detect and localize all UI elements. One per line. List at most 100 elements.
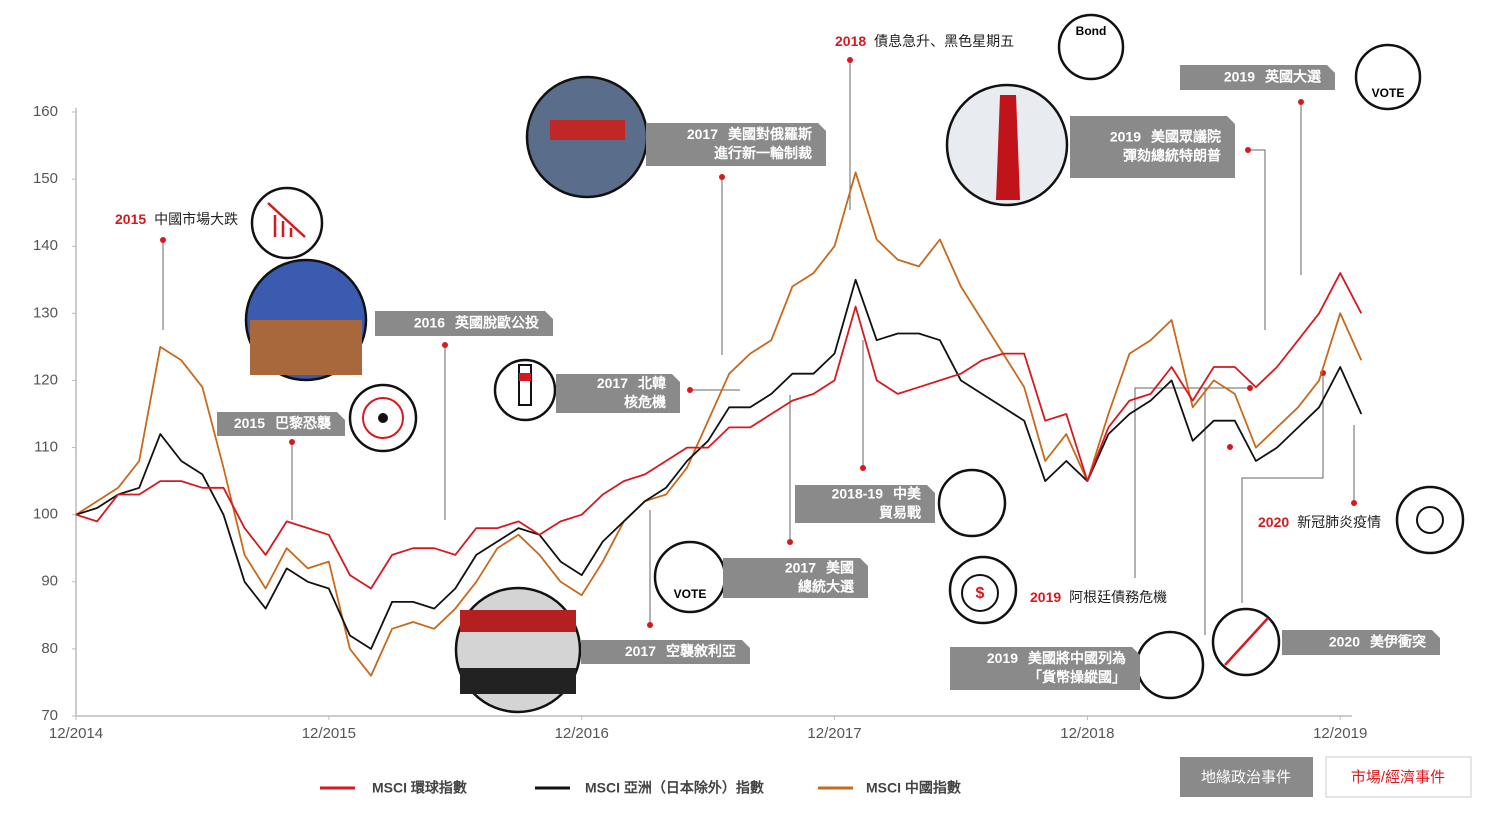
event-text: 總統大選 bbox=[798, 578, 854, 594]
y-tick-label: 150 bbox=[33, 170, 58, 187]
event-text: 2017 北韓 bbox=[597, 375, 666, 391]
svg-text:VOTE: VOTE bbox=[1372, 86, 1405, 100]
event-text: 2018-19 中美 bbox=[832, 485, 922, 501]
key-market: 市場/經濟事件 bbox=[1351, 769, 1445, 786]
y-tick-label: 70 bbox=[41, 707, 58, 724]
event-label: 進行新一輪制裁 bbox=[714, 145, 812, 161]
event-year: 2019 bbox=[1030, 589, 1061, 605]
geopolitical-event: 2017 空襲敘利亞 bbox=[581, 640, 750, 664]
event-text: 核危機 bbox=[624, 394, 666, 410]
event-label: 核危機 bbox=[624, 394, 666, 410]
legend-label: MSCI 亞洲（日本除外）指數 bbox=[585, 780, 764, 796]
event-label: 美國眾議院 bbox=[1151, 128, 1221, 144]
legend-label: MSCI 中國指數 bbox=[866, 780, 961, 796]
legend: MSCI 環球指數 MSCI 亞洲（日本除外）指數 MSCI 中國指數 bbox=[320, 780, 961, 796]
event-year: 2016 bbox=[414, 314, 445, 330]
event-label: 美國將中國列為 bbox=[1028, 650, 1126, 666]
event-box bbox=[795, 485, 935, 523]
event-label: 美國 bbox=[826, 559, 854, 575]
svg-text:VOTE: VOTE bbox=[674, 587, 707, 601]
event-box bbox=[1180, 65, 1335, 90]
y-tick-label: 140 bbox=[33, 237, 58, 254]
geopolitical-event: 2019 英國大選 bbox=[1180, 65, 1335, 90]
key-box bbox=[1325, 756, 1472, 798]
event-text: 貿易戰 bbox=[879, 504, 921, 520]
leader-lines bbox=[160, 57, 1357, 635]
event-year: 2017 bbox=[597, 375, 628, 391]
x-tick-label: 12/2018 bbox=[1060, 725, 1114, 742]
event-label: 空襲敘利亞 bbox=[666, 643, 736, 659]
event-label: 新冠肺炎疫情 bbox=[1297, 514, 1381, 530]
event-text: 2019 美國將中國列為 bbox=[987, 650, 1126, 666]
event-label: 彈劾總統特朗普 bbox=[1123, 147, 1221, 163]
series-line bbox=[75, 278, 1363, 650]
y-tick-label: 80 bbox=[41, 640, 58, 657]
event-text: 進行新一輪制裁 bbox=[714, 145, 812, 161]
event-year: 2017 bbox=[785, 559, 816, 575]
event-box bbox=[1070, 116, 1235, 178]
geopolitical-event: 2020 美伊衝突 bbox=[1282, 630, 1440, 655]
event-type-keys: 地緣政治事件 市場/經濟事件 bbox=[1180, 756, 1472, 798]
event-year: 2020 bbox=[1258, 514, 1289, 530]
geopolitical-event: 2015 巴黎恐襲 bbox=[217, 412, 345, 436]
event-year: 2015 bbox=[115, 211, 146, 227]
event-box bbox=[217, 412, 345, 436]
series-line bbox=[75, 272, 1363, 590]
event-label: 英國脫歐公投 bbox=[454, 314, 539, 330]
series-line bbox=[75, 171, 1363, 677]
svg-text:Bond: Bond bbox=[1076, 24, 1107, 38]
event-label: 美國對俄羅斯 bbox=[728, 126, 812, 142]
event-text: 2019 美國眾議院 bbox=[1110, 128, 1221, 144]
geopolitical-event: 2016 英國脫歐公投 bbox=[375, 311, 553, 336]
event-box bbox=[581, 640, 750, 664]
event-box bbox=[375, 311, 553, 336]
event-text: 2020 美伊衝突 bbox=[1329, 633, 1426, 649]
market-event: 2015 中國市場大跌 bbox=[115, 211, 238, 227]
event-label: 美伊衝突 bbox=[1370, 633, 1426, 649]
event-text: 彈劾總統特朗普 bbox=[1123, 147, 1221, 163]
event-year: 2020 bbox=[1329, 633, 1360, 649]
icons: VOTE Bond $ VOTE bbox=[244, 13, 1465, 714]
event-year: 2019 bbox=[987, 650, 1018, 666]
event-box bbox=[1282, 630, 1440, 655]
y-tick-label: 130 bbox=[33, 304, 58, 321]
x-tick-label: 12/2019 bbox=[1313, 725, 1367, 742]
event-label: 總統大選 bbox=[798, 578, 854, 594]
event-year: 2018 bbox=[835, 33, 866, 49]
event-year: 2018-19 bbox=[832, 485, 884, 501]
y-tick-label: 160 bbox=[33, 103, 58, 120]
y-tick-label: 120 bbox=[33, 371, 58, 388]
x-tick-label: 12/2015 bbox=[302, 725, 356, 742]
y-tick-label: 100 bbox=[33, 506, 58, 523]
event-text: 2017 美國 bbox=[785, 559, 854, 575]
event-label: 北韓 bbox=[638, 375, 666, 391]
event-label: 「貨幣操縱國」 bbox=[1028, 669, 1126, 685]
event-year: 2017 bbox=[625, 643, 656, 659]
event-label: 英國大選 bbox=[1264, 68, 1321, 84]
event-box bbox=[723, 558, 868, 598]
event-box bbox=[950, 647, 1140, 690]
event-label: 巴黎恐襲 bbox=[275, 415, 332, 431]
x-tick-label: 12/2016 bbox=[555, 725, 609, 742]
event-label: 阿根廷債務危機 bbox=[1069, 589, 1167, 605]
y-tick-label: 90 bbox=[41, 573, 58, 590]
event-text: 2015 巴黎恐襲 bbox=[234, 415, 332, 431]
event-year: 2019 bbox=[1224, 68, 1255, 84]
event-label: 債息急升、黑色星期五 bbox=[874, 33, 1014, 49]
event-label: 貿易戰 bbox=[879, 504, 921, 520]
series-lines bbox=[75, 171, 1363, 677]
svg-text:$: $ bbox=[976, 585, 985, 602]
geopolitical-event: 2019 美國將中國列為「貨幣操縱國」 bbox=[950, 647, 1140, 690]
event-label: 中國市場大跌 bbox=[154, 211, 238, 227]
event-box bbox=[646, 123, 826, 166]
x-tick-label: 12/2017 bbox=[807, 725, 861, 742]
event-text: 2017 美國對俄羅斯 bbox=[687, 126, 812, 142]
key-geopolitical: 地緣政治事件 bbox=[1201, 769, 1291, 786]
